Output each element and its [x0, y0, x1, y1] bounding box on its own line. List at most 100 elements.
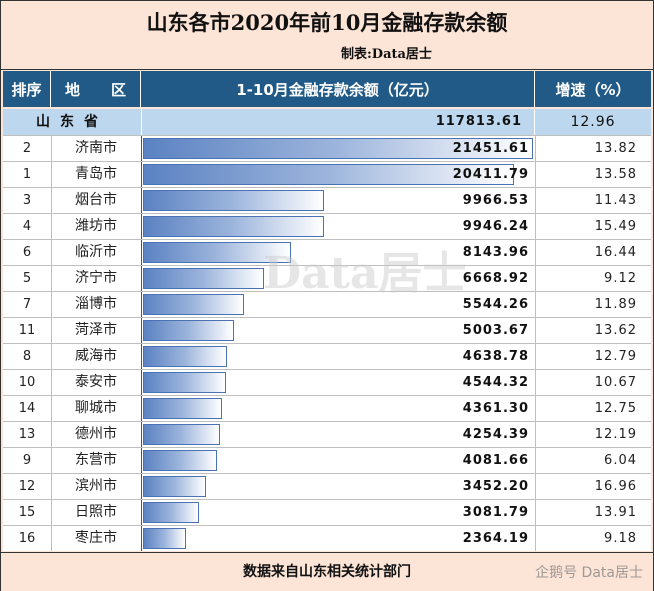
- chart-title: 山东各市2020年前10月金融存款余额: [146, 10, 508, 35]
- city-cell: 泰安市: [51, 370, 142, 395]
- rank-cell: 13: [3, 422, 52, 447]
- table-row: 15 日照市 3081.79 13.91: [3, 499, 651, 525]
- bar-mark: [143, 398, 222, 419]
- bar-cell: 4361.30: [141, 396, 536, 421]
- bar-cell: 5003.67: [141, 318, 536, 343]
- value-label: 4254.39: [462, 427, 529, 442]
- rank-cell: 9: [3, 448, 52, 473]
- bar-mark: [143, 320, 234, 341]
- table-row: 7 淄博市 5544.26 11.89: [3, 291, 651, 317]
- bar-cell: 9966.53: [141, 188, 536, 213]
- header-rank: 排序: [3, 71, 51, 107]
- table-row: 12 滨州市 3452.20 16.96: [3, 473, 651, 499]
- rank-cell: 1: [3, 162, 52, 187]
- bar-mark: [143, 450, 217, 471]
- growth-cell: 9.12: [604, 271, 637, 286]
- bar-cell: 3452.20: [141, 474, 536, 499]
- growth-cell: 11.43: [594, 193, 637, 208]
- city-cell: 淄博市: [51, 292, 142, 317]
- growth-cell: 6.04: [604, 453, 637, 468]
- bar-cell: 5544.26: [141, 292, 536, 317]
- city-cell: 青岛市: [51, 162, 142, 187]
- city-cell: 枣庄市: [51, 526, 142, 551]
- bar-mark: [143, 216, 324, 237]
- footer-band: 数据来自山东相关统计部门 企鹅号 Data居士: [1, 552, 653, 591]
- title-band: 山东各市2020年前10月金融存款余额 制表:Data居士: [1, 1, 653, 70]
- value-label: 3452.20: [462, 479, 529, 494]
- city-cell: 东营市: [51, 448, 142, 473]
- table-row: 9 东营市 4081.66 6.04: [3, 447, 651, 473]
- rank-cell: 7: [3, 292, 52, 317]
- bar-cell: 20411.79: [141, 162, 536, 187]
- table-row: 10 泰安市 4544.32 10.67: [3, 369, 651, 395]
- rank-cell: 14: [3, 396, 52, 421]
- bar-mark: [143, 476, 206, 497]
- growth-cell: 13.91: [594, 505, 637, 520]
- growth-cell: 16.96: [594, 479, 637, 494]
- value-label: 4638.78: [462, 349, 529, 364]
- bar-mark: [143, 164, 514, 185]
- city-cell: 临沂市: [51, 240, 142, 265]
- rank-cell: 16: [3, 526, 52, 551]
- bar-mark: [143, 242, 291, 263]
- header-region-left: 地: [65, 80, 81, 99]
- rank-cell: 8: [3, 344, 52, 369]
- table-row: 2 济南市 21451.61 13.82: [3, 135, 651, 161]
- header-growth: 增速（%）: [535, 71, 651, 107]
- rank-cell: 6: [3, 240, 52, 265]
- bar-cell: 4254.39: [141, 422, 536, 447]
- growth-cell: 13.82: [594, 141, 637, 156]
- bar-mark: [143, 190, 324, 211]
- table-row: 4 潍坊市 9946.24 15.49: [3, 213, 651, 239]
- brand-watermark: 企鹅号 Data居士: [535, 565, 643, 581]
- city-cell: 聊城市: [51, 396, 142, 421]
- rank-cell: 5: [3, 266, 52, 291]
- bar-cell: 4544.32: [141, 370, 536, 395]
- maker-credit: 制表:Data居士: [341, 47, 432, 62]
- rank-cell: 10: [3, 370, 52, 395]
- city-cell: 滨州市: [51, 474, 142, 499]
- value-label: 9946.24: [462, 219, 529, 234]
- city-cell: 威海市: [51, 344, 142, 369]
- value-label: 4544.32: [462, 375, 529, 390]
- bar-mark: [143, 138, 533, 159]
- header-region-right: 区: [110, 80, 126, 99]
- province-growth: 12.96: [570, 114, 616, 130]
- value-label: 3081.79: [462, 505, 529, 520]
- bar-cell: 4638.78: [141, 344, 536, 369]
- bar-mark: [143, 528, 186, 549]
- rank-cell: 4: [3, 214, 52, 239]
- growth-cell: 13.58: [594, 167, 637, 182]
- bar-mark: [143, 268, 264, 289]
- growth-cell: 16.44: [594, 245, 637, 260]
- value-label: 5544.26: [462, 297, 529, 312]
- city-rows: 2 济南市 21451.61 13.82 1 青岛市 20411.79 13.58 3 烟台市 99…: [3, 135, 651, 551]
- growth-cell: 12.75: [594, 401, 637, 416]
- rank-cell: 15: [3, 500, 52, 525]
- bar-mark: [143, 424, 220, 445]
- bar-cell: 9946.24: [141, 214, 536, 239]
- growth-cell: 12.79: [594, 349, 637, 364]
- table-row: 11 菏泽市 5003.67 13.62: [3, 317, 651, 343]
- value-label: 8143.96: [462, 245, 529, 260]
- table-row: 6 临沂市 8143.96 16.44: [3, 239, 651, 265]
- bar-mark: [143, 372, 226, 393]
- bar-cell: 8143.96: [141, 240, 536, 265]
- table-row: 13 德州市 4254.39 12.19: [3, 421, 651, 447]
- city-cell: 济南市: [51, 136, 142, 161]
- table-row: 8 威海市 4638.78 12.79: [3, 343, 651, 369]
- table-row: 5 济宁市 6668.92 9.12: [3, 265, 651, 291]
- city-cell: 菏泽市: [51, 318, 142, 343]
- city-cell: 潍坊市: [51, 214, 142, 239]
- province-value: 117813.61: [435, 114, 522, 129]
- growth-cell: 10.67: [594, 375, 637, 390]
- province-value-cell: 117813.61: [141, 109, 535, 135]
- header-value: 1-10月金融存款余额（亿元）: [141, 71, 535, 107]
- bar-cell: 21451.61: [141, 136, 536, 161]
- table-row: 16 枣庄市 2364.19 9.18: [3, 525, 651, 551]
- rank-cell: 3: [3, 188, 52, 213]
- table-row: 14 聊城市 4361.30 12.75: [3, 395, 651, 421]
- growth-cell: 13.62: [594, 323, 637, 338]
- growth-cell: 9.18: [604, 531, 637, 546]
